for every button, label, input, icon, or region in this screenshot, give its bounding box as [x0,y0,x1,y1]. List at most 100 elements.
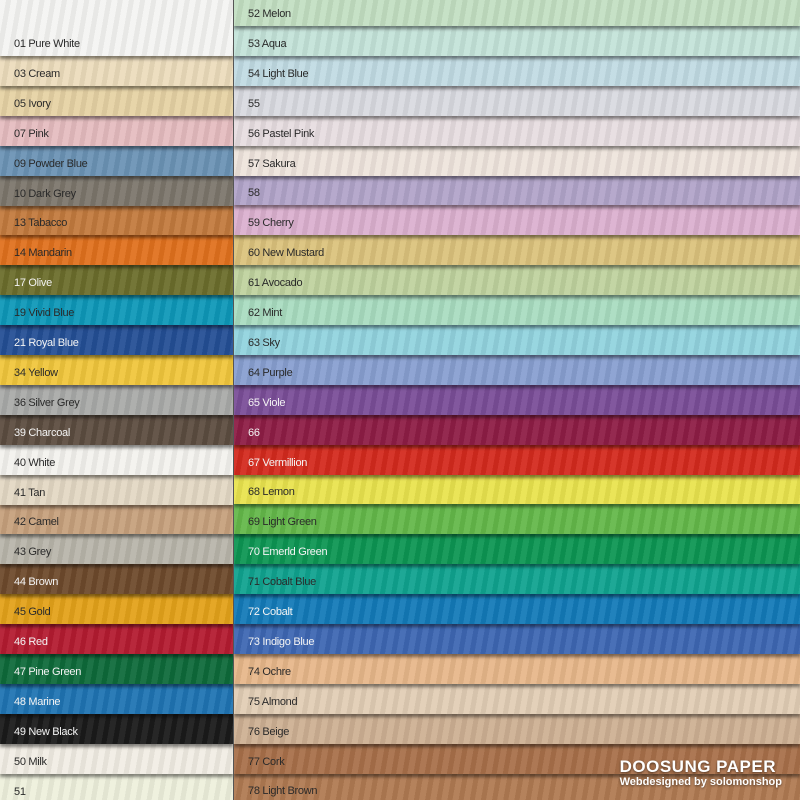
swatch-strip: 03 Cream [0,54,233,86]
swatch-strip: 59 Cherry [234,204,800,236]
swatch-strip: 41 Tan [0,473,233,505]
swatch-label: 73 Indigo Blue [248,635,315,648]
swatch-strip: 78 Light Brown [234,772,800,800]
swatch-label: 48 Marine [14,695,61,708]
swatch-strip: 45 Gold [0,593,233,625]
swatch-strip: 65 Viole [234,383,800,415]
swatch-strip: 74 Ochre [234,652,800,684]
swatch-label: 52 Melon [248,8,291,20]
swatch-strip: 01 Pure White [0,0,233,56]
swatch-label: 39 Charcoal [14,426,71,439]
swatch-label: 47 Pine Green [14,665,82,678]
swatch-label: 55 [248,97,260,110]
swatch-strip: 60 New Mustard [234,234,800,266]
swatch-strip: 55 [234,84,800,116]
swatch-strip: 09 Powder Blue [0,144,233,176]
swatch-strip: 10 Dark Grey [0,174,233,206]
brand-watermark: DOOSUNG PAPER Webdesigned by solomonshop [620,757,782,788]
swatch-strip: 63 Sky [234,323,800,355]
swatch-strip: 72 Cobalt [234,593,800,624]
swatch-label: 69 Light Green [248,516,317,529]
swatch-strip: 17 Olive [0,264,233,296]
swatch-label: 13 Tabacco [14,217,68,230]
swatch-label: 05 Ivory [14,97,51,110]
swatch-strip: 14 Mandarin [0,234,233,266]
swatch-label: 03 Cream [14,67,60,80]
swatch-strip: 51 [0,772,233,800]
swatch-strip: 34 Yellow [0,353,233,385]
swatch-label: 50 Milk [14,755,47,768]
swatch-strip: 61 Avocado [234,264,800,296]
swatch-column-left: 51 50 Milk 49 New Black 48 Marine 47 Pine Gr… [0,0,233,800]
swatch-strip: 67 Vermillion [234,443,800,475]
swatch-label: 62 Mint [248,307,282,319]
swatch-strip: 73 Indigo Blue [234,622,800,654]
swatch-label: 77 Cork [248,755,285,768]
swatch-column-right: 78 Light Brown 77 Cork 76 Beige 75 Almond 74… [234,0,800,800]
swatch-strip: 43 Grey [0,533,233,565]
swatch-strip: 39 Charcoal [0,413,233,445]
swatch-label: 64 Purple [248,366,293,379]
swatch-label: 65 Viole [248,396,286,409]
swatch-label: 70 Emerld Green [248,546,328,559]
swatch-strip: 47 Pine Green [0,652,233,684]
swatch-label: 46 Red [14,636,48,648]
swatch-strip: 75 Almond [234,682,800,714]
swatch-strip: 69 Light Green [234,503,800,535]
swatch-label: 21 Royal Blue [14,337,79,349]
swatch-label: 10 Dark Grey [14,187,76,200]
swatch-label: 36 Silver Grey [14,396,80,409]
swatch-strip: 05 Ivory [0,84,233,116]
swatch-label: 51 [14,785,26,798]
swatch-label: 34 Yellow [14,366,58,379]
swatch-label: 07 Pink [14,127,49,140]
swatch-strip: 62 Mint [234,294,800,325]
swatch-strip: 66 [234,413,800,445]
swatch-strip: 53 Aqua [234,24,800,56]
swatch-label: 61 Avocado [248,277,303,290]
swatch-strip: 64 Purple [234,353,800,385]
swatch-strip: 48 Marine [0,682,233,714]
swatch-strip: 50 Milk [0,742,233,774]
swatch-label: 42 Camel [14,516,59,529]
swatch-label: 68 Lemon [248,486,295,499]
swatch-strip: 58 [234,174,800,206]
brand-subtitle: Webdesigned by solomonshop [619,776,782,788]
swatch-label: 49 New Black [14,725,78,738]
swatch-label: 66 [248,426,260,439]
swatch-strip: 49 New Black [0,712,233,744]
swatch-strip: 54 Light Blue [234,54,800,86]
swatch-strip: 21 Royal Blue [0,324,233,355]
swatch-label: 63 Sky [248,336,280,349]
swatch-strip: 70 Emerld Green [234,533,800,565]
swatch-label: 09 Powder Blue [14,157,88,170]
swatch-label: 14 Mandarin [14,247,72,260]
swatch-label: 56 Pastel Pink [248,127,315,140]
swatch-label: 19 Vivid Blue [14,307,75,320]
swatch-label: 40 White [14,456,56,469]
swatch-label: 57 Sakura [248,157,296,170]
swatch-label: 58 [248,187,260,200]
swatch-strip: 56 Pastel Pink [234,114,800,146]
brand-title: DOOSUNG PAPER [619,757,776,776]
swatch-strip: 68 Lemon [234,473,800,505]
swatch-label: 44 Brown [14,576,59,589]
swatch-label: 59 Cherry [248,217,294,230]
swatch-label: 72 Cobalt [248,606,293,618]
swatch-strip: 44 Brown [0,563,233,595]
swatch-strip: 57 Sakura [234,144,800,176]
swatch-strip: 46 Red [0,623,233,654]
swatch-label: 17 Olive [14,277,52,290]
swatch-label: 75 Almond [248,695,298,708]
swatch-strip: 36 Silver Grey [0,383,233,415]
swatch-strip: 40 White [0,443,233,475]
swatch-label: 53 Aqua [248,37,287,50]
swatch-label: 74 Ochre [248,665,291,678]
swatch-label: 01 Pure White [14,38,80,50]
swatch-label: 45 Gold [14,606,51,619]
swatch-label: 41 Tan [14,486,46,499]
swatch-label: 67 Vermillion [248,456,308,469]
swatch-label: 60 New Mustard [248,247,324,260]
swatch-strip: 52 Melon [234,0,800,26]
swatch-label: 43 Grey [14,546,52,559]
